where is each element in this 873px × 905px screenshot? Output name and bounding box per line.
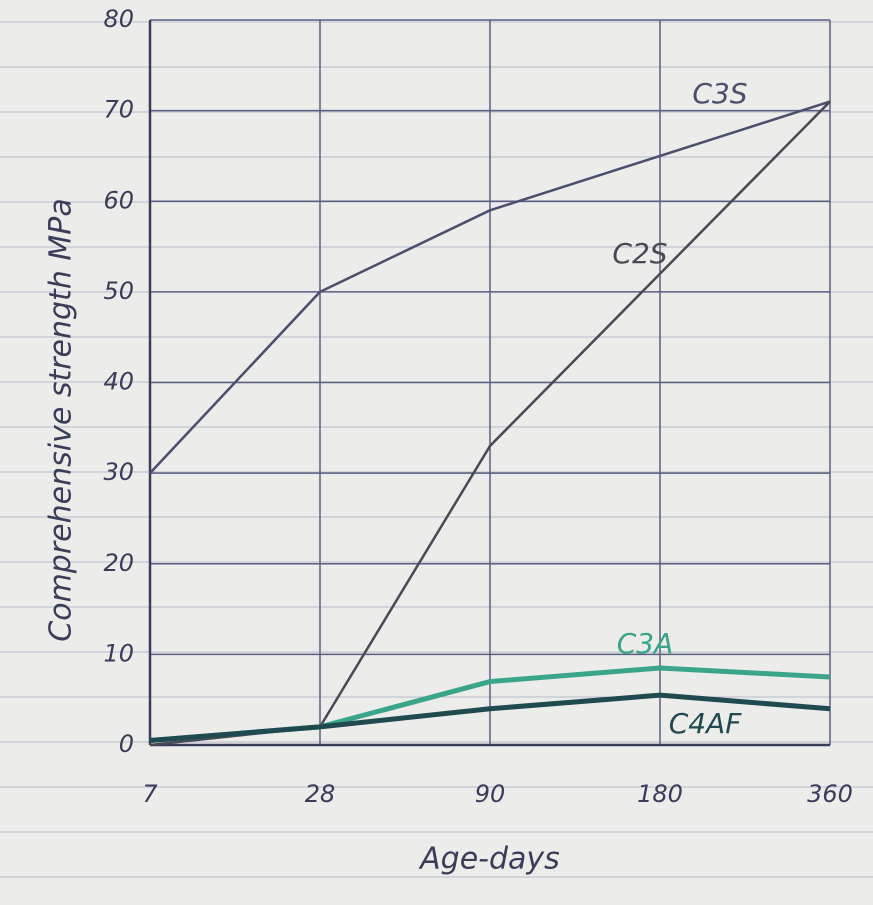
y-tick-label: 30 — [103, 458, 134, 486]
ruled-lines — [0, 0, 873, 905]
y-tick-label: 50 — [103, 277, 134, 305]
chart: Age-days Comprehensive strength MPa 0 10 2… — [0, 0, 873, 905]
x-axis-label: Age-days — [418, 842, 560, 877]
y-tick-label: 60 — [103, 186, 134, 214]
x-tick-label: 360 — [807, 780, 853, 808]
x-tick-label: 180 — [637, 780, 683, 808]
series-label: C3A — [617, 627, 674, 660]
y-tick-label: 40 — [103, 368, 134, 396]
y-tick-label: 70 — [103, 96, 134, 124]
series-label: C4AF — [669, 707, 743, 740]
series-label: C2S — [612, 237, 667, 270]
y-tick-label: 80 — [103, 5, 134, 33]
x-tick-label: 28 — [305, 780, 336, 808]
y-axis-label: Comprehensive strength MPa — [44, 198, 79, 641]
y-tick-label: 10 — [103, 639, 134, 667]
y-tick-label: 0 — [119, 730, 134, 758]
y-tick-label: 20 — [103, 549, 134, 577]
series-label: C3S — [692, 77, 747, 110]
x-tick-label: 90 — [475, 780, 506, 808]
x-tick-label: 7 — [142, 780, 158, 808]
